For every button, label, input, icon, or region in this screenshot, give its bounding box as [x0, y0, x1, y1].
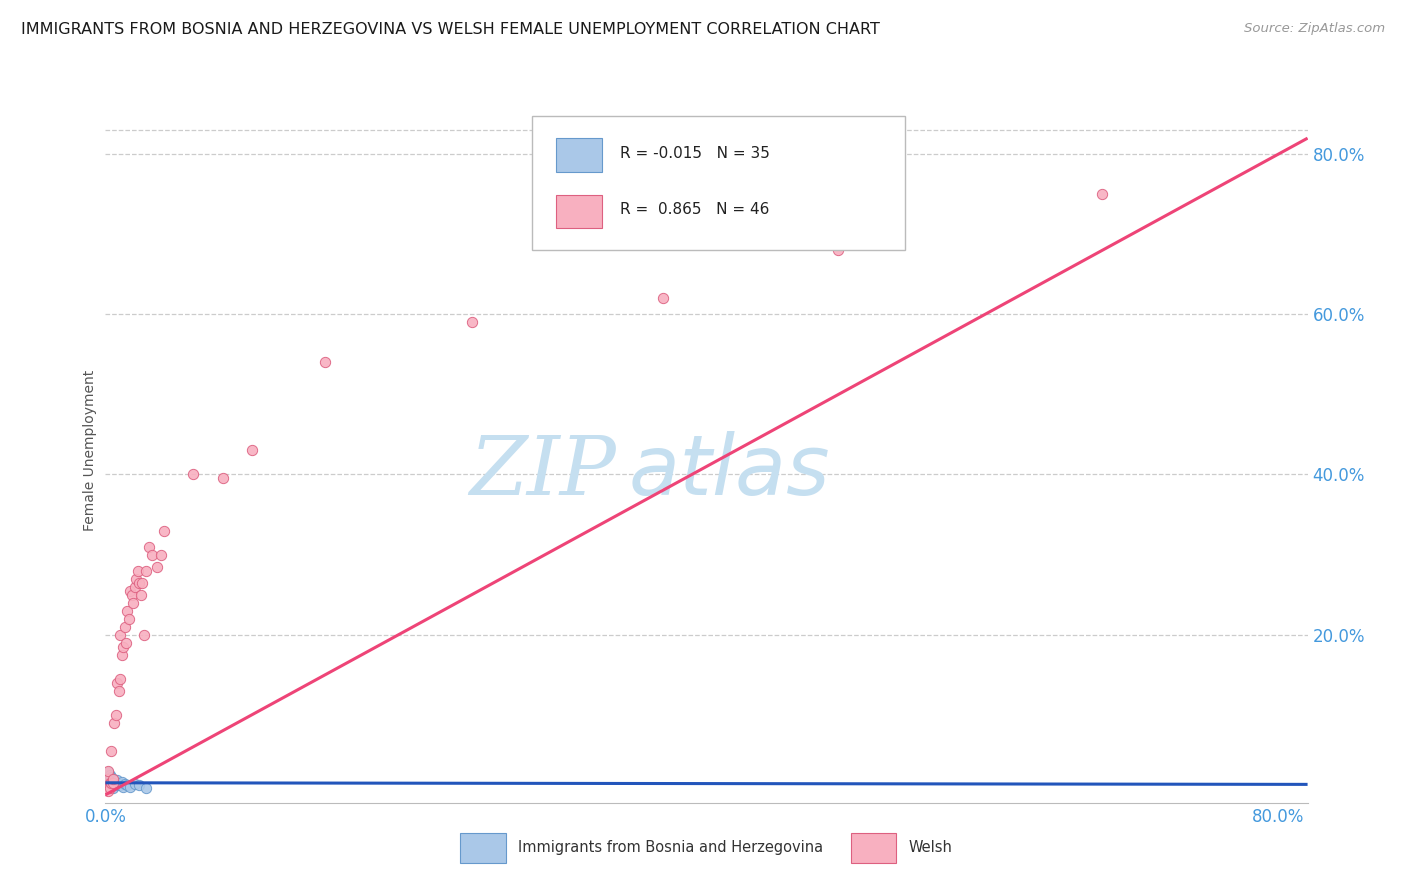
Point	[117, 604, 139, 618]
Point	[98, 772, 121, 786]
Point	[122, 596, 145, 610]
Point	[100, 744, 122, 758]
Point	[97, 784, 120, 798]
Text: R =  0.865   N = 46: R = 0.865 N = 46	[620, 202, 769, 217]
Point	[101, 772, 124, 786]
Point	[98, 776, 121, 790]
Point	[105, 675, 128, 690]
Point	[97, 764, 120, 778]
Point	[97, 765, 120, 780]
Point	[98, 780, 121, 794]
Point	[150, 548, 173, 562]
Point	[97, 781, 120, 796]
Point	[125, 572, 148, 586]
Point	[124, 776, 146, 790]
Point	[96, 772, 118, 786]
Point	[97, 773, 120, 788]
Point	[240, 443, 263, 458]
Point	[98, 776, 121, 790]
Point	[97, 778, 120, 792]
Point	[100, 778, 122, 792]
Point	[121, 588, 143, 602]
Point	[153, 524, 176, 538]
Point	[101, 776, 124, 790]
Point	[108, 778, 131, 792]
Point	[96, 768, 118, 782]
Point	[96, 781, 118, 796]
Point	[314, 355, 336, 369]
Point	[129, 588, 152, 602]
Point	[115, 635, 138, 649]
Point	[108, 627, 131, 641]
Point	[145, 559, 167, 574]
Point	[100, 770, 122, 784]
Point	[96, 776, 118, 790]
Point	[651, 291, 673, 305]
Point	[118, 612, 141, 626]
Text: ZIP: ZIP	[470, 432, 616, 512]
Point	[120, 583, 142, 598]
Point	[108, 672, 131, 686]
Text: atlas: atlas	[628, 431, 830, 512]
Text: Source: ZipAtlas.com: Source: ZipAtlas.com	[1244, 22, 1385, 36]
Point	[120, 780, 142, 794]
Point	[135, 781, 157, 796]
Point	[105, 773, 128, 788]
Text: IMMIGRANTS FROM BOSNIA AND HERZEGOVINA VS WELSH FEMALE UNEMPLOYMENT CORRELATION : IMMIGRANTS FROM BOSNIA AND HERZEGOVINA V…	[21, 22, 880, 37]
Point	[135, 564, 157, 578]
Point	[183, 467, 205, 482]
Point	[98, 768, 121, 782]
Text: R = -0.015   N = 35: R = -0.015 N = 35	[620, 145, 770, 161]
Point	[96, 780, 118, 794]
Point	[124, 580, 146, 594]
Bar	[557, 138, 602, 172]
FancyBboxPatch shape	[533, 116, 905, 250]
Text: Immigrants from Bosnia and Herzegovina: Immigrants from Bosnia and Herzegovina	[517, 840, 823, 855]
Point	[211, 471, 233, 485]
Bar	[460, 833, 506, 863]
Point	[100, 776, 122, 790]
Point	[98, 781, 121, 796]
Point	[1091, 187, 1114, 202]
Point	[114, 619, 136, 633]
Point	[103, 715, 125, 730]
Point	[110, 648, 132, 662]
Point	[127, 564, 149, 578]
Bar	[557, 194, 602, 228]
Point	[101, 772, 124, 786]
Point	[128, 575, 150, 590]
Point	[100, 773, 122, 788]
Point	[138, 540, 160, 554]
Point	[104, 707, 127, 722]
Point	[101, 775, 124, 789]
Point	[114, 776, 136, 790]
Point	[107, 776, 129, 790]
Point	[96, 772, 118, 786]
Y-axis label: Female Unemployment: Female Unemployment	[83, 370, 97, 531]
Point	[104, 778, 127, 792]
Point	[107, 683, 129, 698]
Point	[131, 575, 153, 590]
Point	[110, 775, 132, 789]
Point	[117, 778, 139, 792]
Text: Welsh: Welsh	[908, 840, 952, 855]
Point	[132, 627, 155, 641]
Point	[461, 315, 484, 329]
Point	[104, 775, 127, 789]
Point	[101, 781, 124, 796]
Point	[97, 770, 120, 784]
Point	[141, 548, 163, 562]
Point	[103, 776, 125, 790]
Point	[827, 244, 849, 258]
Point	[112, 780, 135, 794]
Point	[103, 773, 125, 788]
Point	[128, 778, 150, 792]
Point	[98, 775, 121, 789]
Point	[112, 640, 135, 654]
Bar	[851, 833, 897, 863]
